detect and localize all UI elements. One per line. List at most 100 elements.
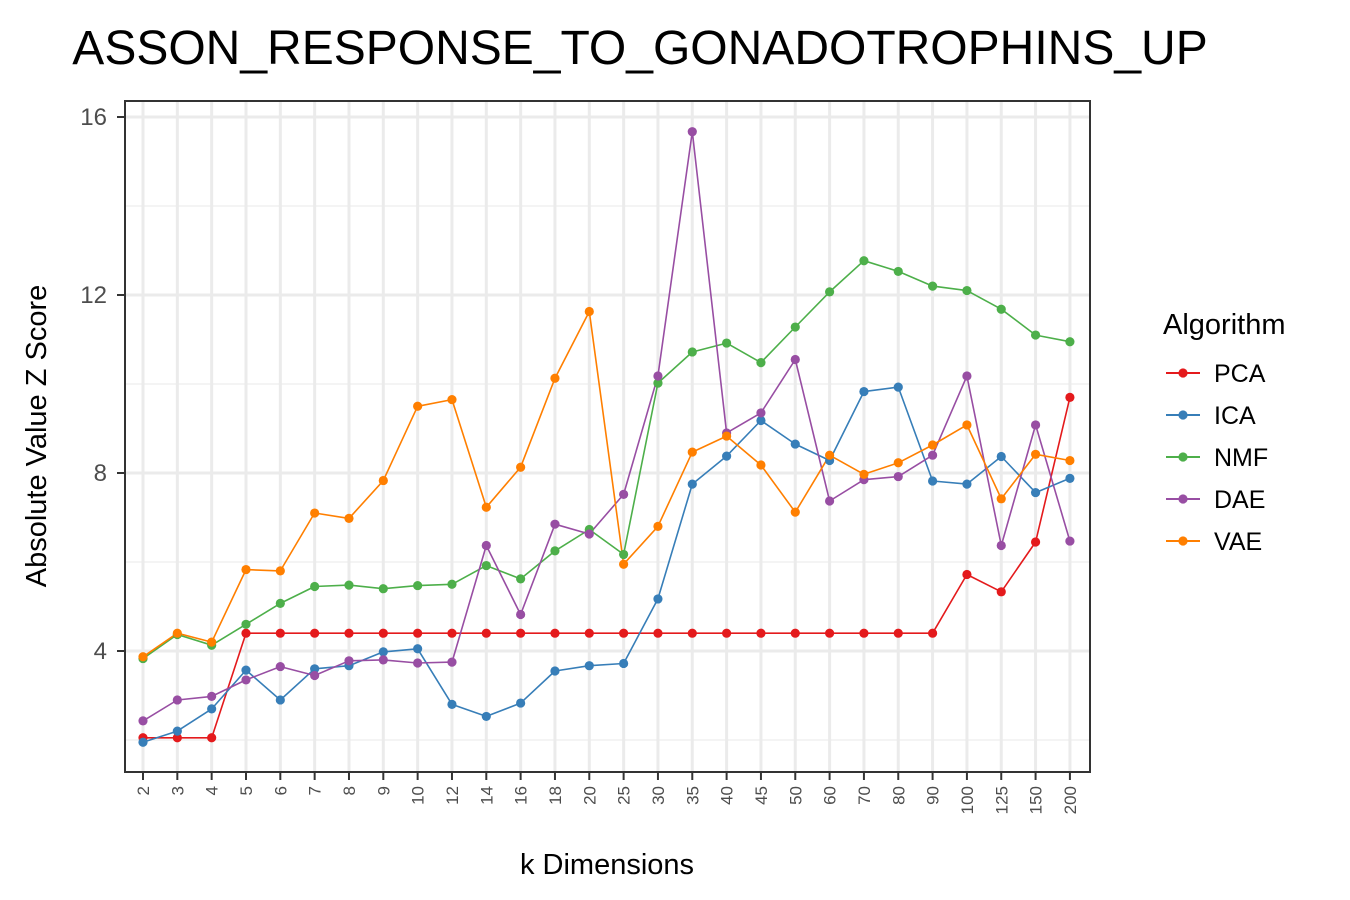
data-point-vae [310,508,320,518]
legend-key-point [1178,410,1188,420]
data-point-dae [653,371,663,381]
legend-label: NMF [1214,444,1268,472]
data-point-vae [516,462,526,472]
data-point-vae [687,447,697,457]
data-point-pca [584,628,594,638]
data-point-dae [447,657,457,667]
data-point-pca [241,628,251,638]
legend-label: ICA [1214,402,1256,430]
data-point-ica [241,665,251,675]
x-tick-label: 5 [237,786,256,795]
legend-entries: PCA ICA NMF DAE VAE [1166,360,1268,556]
x-tick-label: 80 [889,786,908,805]
legend-title: Algorithm [1163,309,1286,341]
data-point-nmf [619,549,629,560]
legend-entry-nmf: NMF [1166,444,1268,472]
x-tick-label: 25 [615,786,634,805]
data-point-ica [172,726,182,736]
panel-grid [125,101,1090,772]
data-point-nmf [962,285,972,296]
x-tick-label: 125 [992,786,1011,814]
data-point-dae [1030,420,1041,430]
x-tick-label: 4 [203,786,222,795]
legend-key-point [1178,494,1188,504]
series-points [138,127,1075,747]
legend-entry-ica: ICA [1166,402,1256,430]
x-tick-label: 60 [821,786,840,805]
chart-title: ASSON_RESPONSE_TO_GONADOTROPHINS_UP [72,22,1207,75]
data-point-nmf [413,580,423,591]
data-point-dae [927,450,938,460]
data-point-dae [825,496,835,506]
data-point-vae [172,628,182,638]
data-point-ica [756,415,766,426]
data-point-pca [893,628,903,638]
data-point-vae [1030,449,1041,459]
series-line-dae [142,130,1071,722]
x-tick-label: 12 [443,786,462,805]
data-point-ica [138,737,148,747]
legend-entry-vae: VAE [1166,528,1262,556]
data-point-ica [413,644,423,654]
data-point-pca [962,569,972,580]
data-point-vae [481,502,491,512]
data-point-nmf [756,358,766,368]
data-point-dae [962,371,972,381]
series-line-pca [143,397,1071,739]
data-point-pca [550,628,560,638]
data-point-pca [1030,537,1041,547]
data-point-vae [447,394,457,405]
x-tick-label: 50 [786,786,805,805]
data-point-ica [859,386,869,397]
legend-entry-pca: PCA [1166,360,1266,388]
data-point-nmf [241,619,251,629]
data-point-pca [687,628,697,638]
data-point-dae [207,691,217,701]
data-point-ica [722,451,732,461]
x-tick-label: 70 [855,786,874,805]
data-point-vae [584,306,594,317]
data-point-ica [275,695,285,705]
y-tick-label: 8 [94,460,107,487]
data-point-dae [893,471,903,482]
data-point-dae [241,675,251,685]
y-tick-label: 16 [80,104,107,131]
data-point-pca [447,628,457,638]
data-point-ica [516,698,526,708]
data-point-pca [996,587,1006,597]
data-point-nmf [859,256,869,266]
data-point-vae [207,637,217,647]
data-point-pca [481,628,491,638]
data-point-vae [927,440,938,450]
data-point-pca [825,628,835,638]
data-point-dae [172,695,182,705]
y-tick-label: 12 [80,282,107,309]
x-tick-label: 14 [477,786,496,805]
data-point-dae [687,127,697,137]
data-point-vae [756,460,766,470]
data-point-dae [275,661,285,672]
data-point-pca [653,628,663,638]
x-tick-label: 9 [374,786,393,795]
data-point-nmf [481,560,491,571]
data-point-ica [927,476,938,486]
x-tick-label: 35 [683,786,702,805]
data-point-nmf [722,338,732,348]
data-point-pca [310,628,320,638]
x-tick-label: 16 [512,786,531,805]
data-point-ica [584,661,594,671]
data-point-nmf [344,580,354,590]
data-point-dae [344,656,354,666]
x-tick-label: 7 [306,786,325,795]
data-point-vae [550,373,560,383]
y-tick-label: 4 [94,638,107,665]
data-point-nmf [790,322,800,332]
x-tick-label: 200 [1061,786,1080,814]
panel-border [124,100,1091,773]
legend-key-point [1178,536,1188,546]
data-point-nmf [275,598,285,608]
data-point-vae [790,507,800,517]
data-point-pca [413,628,423,638]
data-point-vae [378,475,388,486]
